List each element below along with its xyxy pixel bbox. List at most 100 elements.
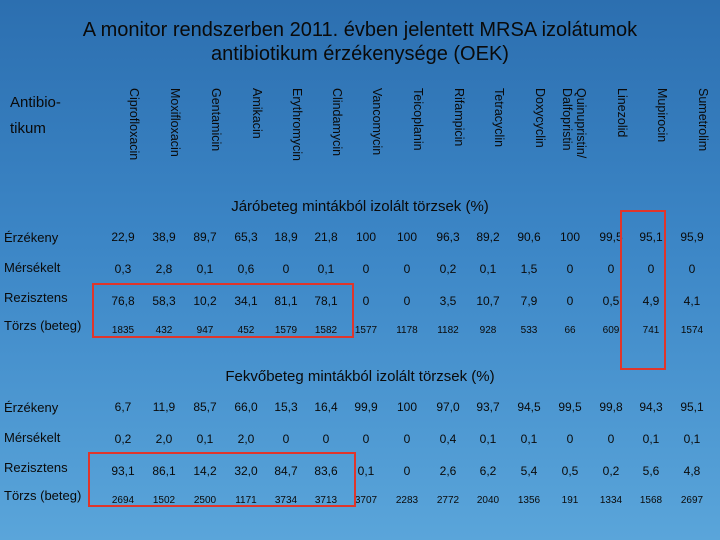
table-cell: 1577: [354, 325, 378, 336]
table-cell: 0,1: [642, 432, 660, 446]
table-cell: 81,1: [274, 294, 298, 308]
table-cell: 2,0: [237, 432, 255, 446]
table-cell: 741: [642, 325, 660, 336]
table-cell: 85,7: [193, 400, 217, 414]
table-cell: 1178: [396, 325, 418, 336]
antibiotic-header-12: Linezolid: [596, 88, 632, 185]
table-cell: 6,2: [479, 464, 497, 478]
table-cell: 3707: [354, 495, 378, 506]
table-cell: 22,9: [111, 230, 135, 244]
table-cell: 0: [322, 432, 330, 446]
table-cell: 2,6: [439, 464, 457, 478]
antibiotic-name: Gentamicin: [209, 88, 223, 152]
table-cell: 2772: [436, 495, 460, 506]
table-cell: 0,5: [602, 294, 620, 308]
table-cell: 1356: [517, 495, 541, 506]
table-cell: 34,1: [234, 294, 258, 308]
antibiotic-header-8: Rifampicin: [433, 88, 469, 185]
table-cell: 4,1: [683, 294, 701, 308]
antibiotic-name: Teicoplanin: [411, 88, 425, 151]
table-cell: 191: [561, 495, 579, 506]
table-cell: 5,4: [520, 464, 538, 478]
table-cell: 94,3: [639, 400, 663, 414]
row-label: Rezisztens: [4, 460, 68, 475]
table-cell: 3734: [274, 495, 298, 506]
antibiotic-header-14: Sumetrolim: [677, 88, 713, 185]
table-cell: 66,0: [234, 400, 258, 414]
table-cell: 5,6: [642, 464, 660, 478]
table-cell: 1502: [152, 495, 176, 506]
table-cell: 0: [566, 432, 574, 446]
table-cell: 3,5: [439, 294, 457, 308]
antibiotic-name: Tetracyclin: [492, 88, 506, 148]
table-cell: 0: [362, 262, 370, 276]
antibiotic-header-6: Vancomycin: [351, 88, 387, 185]
table-cell: 0: [362, 432, 370, 446]
table-cell: 0,1: [683, 432, 701, 446]
table-cell: 2,0: [155, 432, 173, 446]
table-cell: 7,9: [520, 294, 538, 308]
antibiotic-header-7: Teicoplanin: [392, 88, 428, 185]
antibiotic-name: Amikacin: [250, 88, 264, 139]
antibiotic-header-11: Quinupristin/ Dalfopristin: [555, 88, 591, 185]
table-cell: 1182: [437, 325, 459, 336]
table-cell: 2694: [111, 495, 135, 506]
row-label: Érzékeny: [4, 400, 59, 415]
table-cell: 16,4: [314, 400, 338, 414]
table-cell: 1171: [235, 495, 257, 506]
table-cell: 95,1: [639, 230, 663, 244]
table-cell: 0: [403, 262, 411, 276]
row-label: Törzs (beteg): [4, 488, 82, 503]
row-label: Rezisztens: [4, 290, 68, 305]
table-cell: 0: [362, 294, 370, 308]
table-cell: 0,1: [479, 262, 497, 276]
table-cell: 65,3: [234, 230, 258, 244]
table-cell: 0,2: [439, 262, 457, 276]
antibiotic-name: Sumetrolim: [696, 88, 710, 152]
antibiotic-header-10: Doxycyclin: [514, 88, 550, 185]
table-cell: 100: [396, 400, 418, 414]
table-cell: 0: [403, 294, 411, 308]
table-cell: 0: [566, 262, 574, 276]
table-cell: 1,5: [520, 262, 538, 276]
table-cell: 2697: [680, 495, 704, 506]
table-cell: 10,7: [476, 294, 500, 308]
table-cell: 38,9: [152, 230, 176, 244]
antibiotic-name: Vancomycin: [370, 88, 384, 156]
antibiotic-header-4: Erythromycin: [271, 88, 307, 185]
table-cell: 0: [282, 262, 290, 276]
table-cell: 432: [155, 325, 173, 336]
table-cell: 3713: [314, 495, 338, 506]
section-heading: Járóbeteg mintákból izolált törzsek (%): [231, 198, 489, 215]
antibiotic-name: Erythromycin: [290, 88, 304, 161]
table-cell: 1835: [111, 325, 135, 336]
table-cell: 86,1: [152, 464, 176, 478]
antibiotic-header-1: Moxifloxacin: [149, 88, 185, 185]
table-cell: 1582: [314, 325, 338, 336]
table-cell: 1334: [599, 495, 623, 506]
table-cell: 0,1: [520, 432, 538, 446]
slide-title: A monitor rendszerben 2011. évben jelent…: [0, 18, 720, 66]
table-cell: 0: [566, 294, 574, 308]
table-cell: 21,8: [314, 230, 338, 244]
antibiotic-column-label: Antibio- tikum: [10, 94, 61, 137]
table-cell: 15,3: [274, 400, 298, 414]
antibiotic-name: Clindamycin: [330, 88, 344, 157]
antibiotic-header-0: Ciprofloxacin: [108, 88, 144, 185]
table-cell: 0,1: [357, 464, 375, 478]
table-cell: 0,4: [439, 432, 457, 446]
table-cell: 97,0: [436, 400, 460, 414]
table-cell: 0: [607, 432, 615, 446]
table-cell: 99,9: [354, 400, 378, 414]
table-cell: 94,5: [517, 400, 541, 414]
antibiotic-name: Quinupristin/ Dalfopristin: [560, 88, 588, 159]
highlight-box-mupirocin-outpatient: [620, 210, 666, 370]
table-cell: 2,8: [155, 262, 173, 276]
table-cell: 4,8: [683, 464, 701, 478]
table-cell: 84,7: [274, 464, 298, 478]
table-cell: 0: [403, 432, 411, 446]
table-cell: 1568: [639, 495, 663, 506]
antibiotic-name: Linezolid: [615, 88, 629, 138]
table-cell: 99,8: [599, 400, 623, 414]
table-cell: 100: [355, 230, 377, 244]
